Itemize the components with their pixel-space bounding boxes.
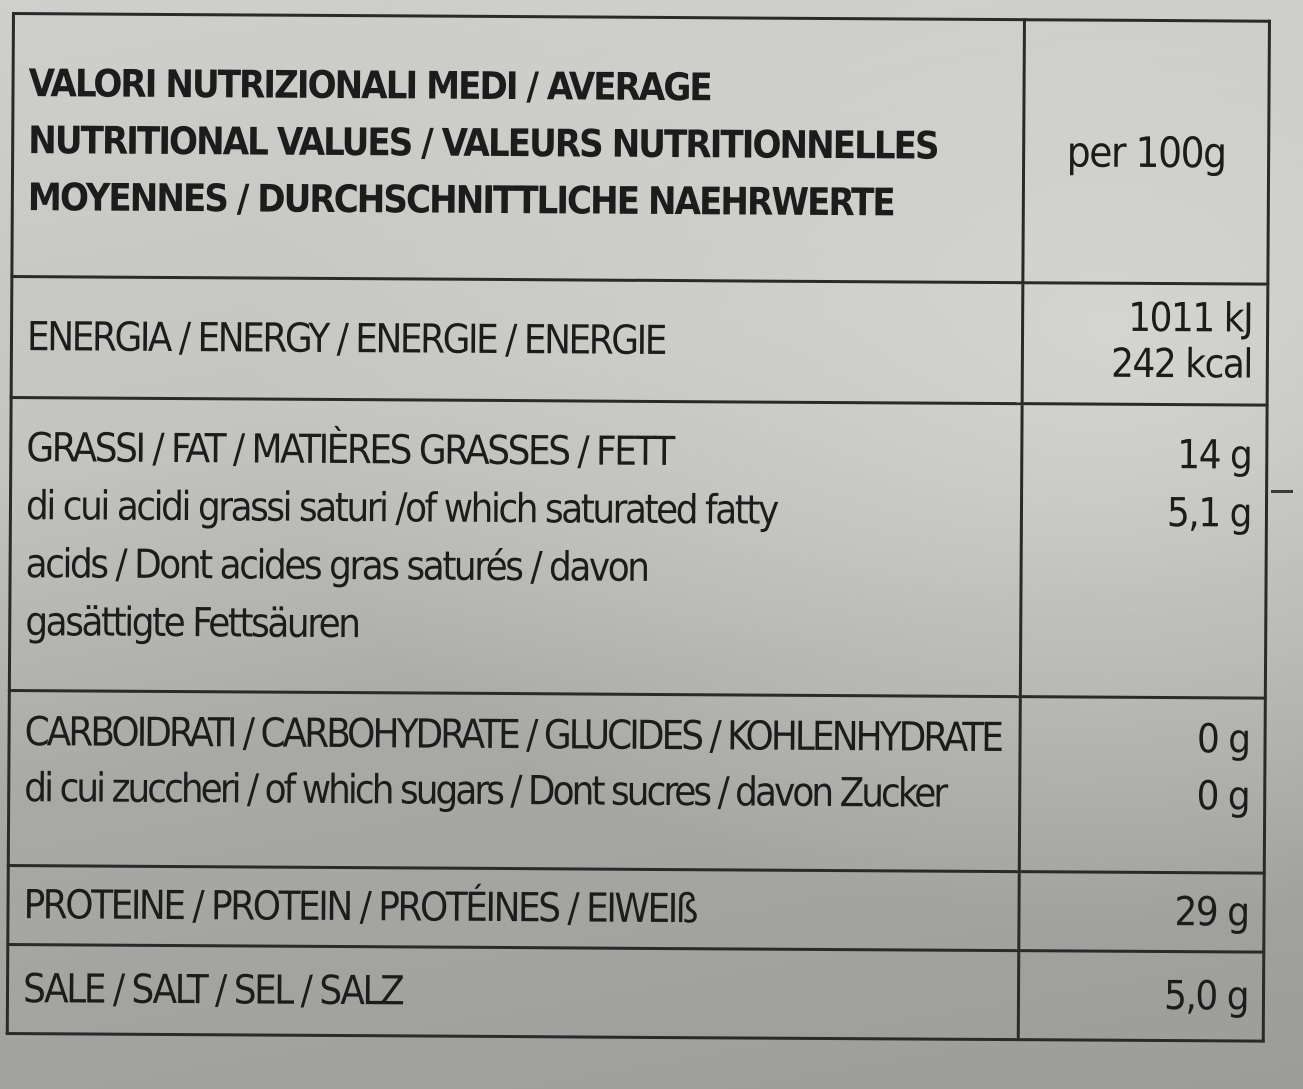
fat-value: 14 g bbox=[1177, 432, 1252, 479]
sugars-value: 0 g bbox=[1196, 773, 1250, 820]
per-100g-header: per 100g bbox=[1022, 19, 1270, 285]
carbohydrate-row: CARBOIDRATI / CARBOHYDRATE / GLUCIDES / … bbox=[8, 690, 1266, 874]
protein-value: 29 g bbox=[1018, 871, 1265, 953]
saturated-label: acids / Dont acides gras saturés / davon bbox=[25, 541, 648, 591]
energy-kj: 1011 kJ bbox=[1128, 294, 1253, 342]
sugars-label: di cui zuccheri / of which sugars / Dont… bbox=[24, 765, 946, 817]
energy-kcal: 242 kcal bbox=[1110, 340, 1253, 388]
header-row: VALORI NUTRIZIONALI MEDI / AVERAGE NUTRI… bbox=[11, 13, 1270, 285]
protein-row: PROTEINE / PROTEIN / PROTÉINES / EIWEIß … bbox=[7, 865, 1265, 953]
edge-mark bbox=[1271, 490, 1293, 493]
energy-label: ENERGIA / ENERGY / ENERGIE / ENERGIE bbox=[26, 313, 666, 364]
salt-row: SALE / SALT / SEL / SALZ 5,0 g bbox=[7, 944, 1264, 1042]
header-label: VALORI NUTRIZIONALI MEDI / AVERAGE NUTRI… bbox=[11, 13, 1025, 283]
nutrition-table: VALORI NUTRIZIONALI MEDI / AVERAGE NUTRI… bbox=[6, 12, 1271, 1043]
saturated-label: di cui acidi grassi saturi /of which sat… bbox=[25, 483, 777, 534]
saturated-label: gasättigte Fettsäuren bbox=[25, 599, 359, 648]
salt-label: SALE / SALT / SEL / SALZ bbox=[7, 944, 1019, 1040]
header-line: VALORI NUTRIZIONALI MEDI / AVERAGE bbox=[28, 61, 711, 110]
carbohydrate-label: CARBOIDRATI / CARBOHYDRATE / GLUCIDES / … bbox=[24, 709, 1002, 762]
header-line: MOYENNES / DURCHSCHNITTLICHE NAEHRWERTE bbox=[27, 175, 894, 225]
header-line: NUTRITIONAL VALUES / VALEURS NUTRITIONNE… bbox=[28, 118, 938, 168]
carbohydrate-value: 0 g bbox=[1196, 716, 1250, 763]
salt-value: 5,0 g bbox=[1018, 950, 1264, 1042]
energy-row: ENERGIA / ENERGY / ENERGIE / ENERGIE 101… bbox=[11, 276, 1268, 406]
fat-row: GRASSI / FAT / MATIÈRES GRASSES / FETT d… bbox=[9, 397, 1268, 699]
fat-label: GRASSI / FAT / MATIÈRES GRASSES / FETT bbox=[26, 425, 673, 476]
protein-label: PROTEINE / PROTEIN / PROTÉINES / EIWEIß bbox=[7, 865, 1020, 951]
saturated-value: 5,1 g bbox=[1166, 490, 1252, 537]
